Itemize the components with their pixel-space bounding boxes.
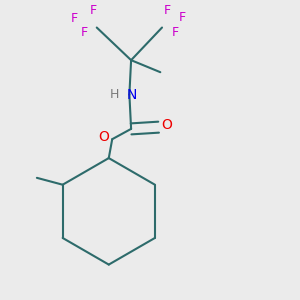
- Text: F: F: [71, 12, 78, 26]
- Text: H: H: [110, 88, 119, 101]
- Text: F: F: [81, 26, 88, 39]
- Text: F: F: [90, 4, 97, 17]
- Text: N: N: [127, 88, 137, 101]
- Text: F: F: [179, 11, 186, 24]
- Text: O: O: [98, 130, 109, 145]
- Text: F: F: [172, 26, 179, 39]
- Text: O: O: [162, 118, 172, 132]
- Text: F: F: [164, 4, 171, 17]
